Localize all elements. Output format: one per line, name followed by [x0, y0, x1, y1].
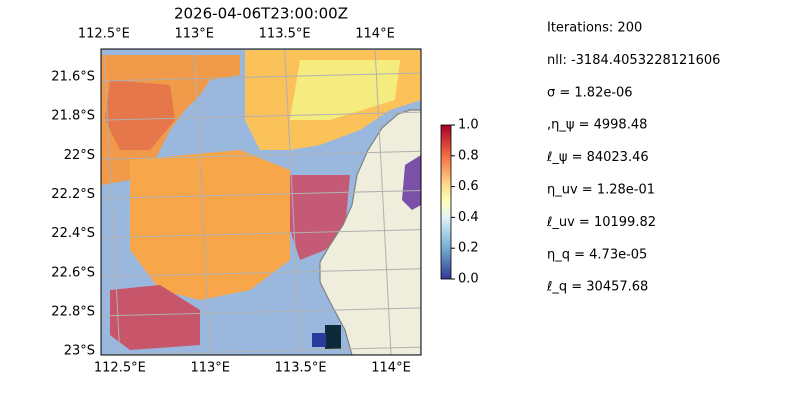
map-area: [101, 49, 421, 355]
grid-line: [101, 189, 421, 199]
colorbar-label: 0.6: [458, 179, 479, 194]
colorbar-label: 0.0: [458, 272, 479, 287]
colorbar: [440, 124, 452, 280]
lon-label-bottom: 112.5°E: [94, 361, 146, 376]
lat-label: 21.8°S: [51, 109, 95, 124]
info-line: Iterations: 200: [547, 21, 642, 36]
info-line: ℓ_q = 30457.68: [546, 280, 648, 295]
colorbar-label: 0.2: [458, 241, 479, 256]
map-title: 2026-04-06T23:00:00Z: [174, 5, 348, 23]
info-line: ℓ_ψ = 84023.46: [546, 150, 649, 165]
grid-line: [101, 229, 421, 239]
map-frame: [100, 48, 422, 356]
grid-line: [101, 150, 421, 160]
lat-label: 21.6°S: [51, 69, 95, 84]
lon-label-bottom: 114°E: [371, 361, 411, 376]
grid-line: [101, 307, 421, 317]
lat-label: 22.8°S: [51, 304, 95, 319]
grid-line: [193, 49, 211, 355]
colorbar-label: 0.4: [458, 210, 479, 225]
field-patch: [105, 80, 175, 150]
field-patch: [312, 333, 326, 347]
lon-label-bottom: 113.5°E: [275, 361, 327, 376]
info-line: σ = 1.82e-06: [547, 85, 633, 100]
field-patch: [290, 60, 400, 120]
grid-line: [101, 72, 421, 82]
field-patch: [402, 155, 421, 210]
info-line: η_q = 4.73e-05: [547, 247, 647, 262]
grid-line: [101, 268, 421, 278]
grid-line: [101, 111, 421, 121]
lon-label-top: 112.5°E: [78, 27, 130, 42]
colorbar-label: 0.8: [458, 148, 479, 163]
info-line: nll: -3184.4053228121606: [547, 53, 720, 68]
field-patch: [110, 285, 200, 350]
field-patch: [130, 150, 290, 300]
grid-line: [374, 49, 392, 355]
info-line: ,η_ψ = 4998.48: [547, 118, 647, 133]
info-line: η_uv = 1.28e-01: [547, 183, 655, 198]
colorbar-label: 1.0: [458, 118, 479, 133]
lon-label-top: 114°E: [355, 27, 395, 42]
lon-label-top: 113°E: [174, 27, 214, 42]
lon-label-bottom: 113°E: [190, 361, 230, 376]
grid-line: [284, 49, 302, 355]
lat-label: 23°S: [64, 344, 95, 359]
lat-label: 22.6°S: [51, 265, 95, 280]
grid-line: [101, 346, 421, 355]
lon-label-top: 113.5°E: [259, 27, 311, 42]
lat-label: 22°S: [64, 148, 95, 163]
info-line: ℓ_uv = 10199.82: [546, 215, 656, 230]
grid-line: [103, 49, 121, 355]
lat-label: 22.4°S: [51, 226, 95, 241]
land: [319, 109, 421, 355]
lat-label: 22.2°S: [51, 187, 95, 202]
field-patch: [325, 325, 341, 349]
